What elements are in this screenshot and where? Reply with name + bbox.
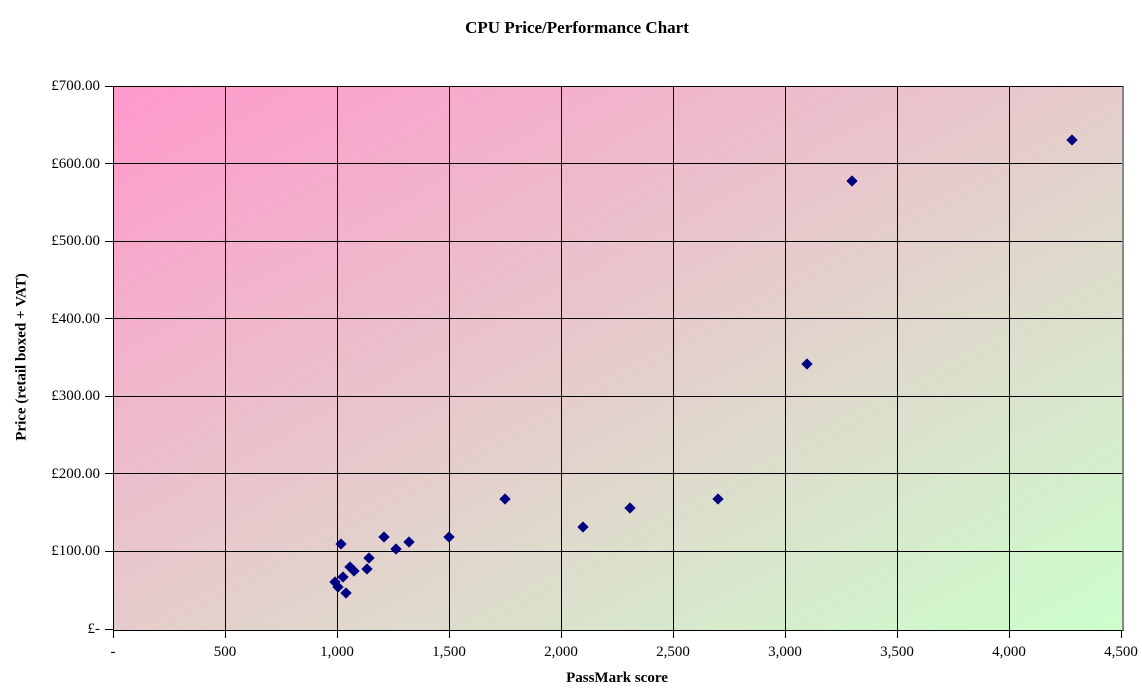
x-axis-tick bbox=[448, 630, 450, 638]
x-axis-tick bbox=[1008, 630, 1010, 638]
vertical-gridline bbox=[784, 86, 786, 630]
vertical-gridline bbox=[224, 86, 226, 630]
horizontal-gridline bbox=[113, 240, 1122, 242]
chart-title: CPU Price/Performance Chart bbox=[465, 18, 689, 37]
vertical-gridline bbox=[448, 86, 450, 630]
x-tick-label: 4,000 bbox=[992, 644, 1026, 660]
x-axis-tick bbox=[672, 630, 674, 638]
x-tick-label: 3,500 bbox=[880, 644, 914, 660]
x-axis-tick bbox=[224, 630, 226, 638]
vertical-gridline bbox=[560, 86, 562, 630]
y-axis-title: Price (retail boxed + VAT) bbox=[13, 273, 30, 441]
x-tick-label: 4,500 bbox=[1104, 644, 1138, 660]
horizontal-gridline bbox=[113, 550, 1122, 552]
x-tick-label: 1,500 bbox=[432, 644, 466, 660]
y-tick-label: £- bbox=[87, 621, 101, 637]
y-tick-label: £200.00 bbox=[51, 465, 100, 482]
x-axis-tick bbox=[896, 630, 898, 638]
x-tick-label: 1,000 bbox=[320, 644, 354, 660]
y-axis-tick bbox=[105, 473, 113, 475]
x-tick-label: - bbox=[110, 644, 116, 660]
y-axis-tick bbox=[105, 163, 113, 165]
y-tick-label: £700.00 bbox=[51, 78, 100, 94]
y-axis-tick bbox=[105, 628, 113, 630]
horizontal-gridline bbox=[113, 473, 1122, 475]
x-axis-tick bbox=[1120, 630, 1122, 638]
y-axis-tick bbox=[105, 395, 113, 397]
horizontal-gridline bbox=[113, 318, 1122, 320]
x-tick-label: 500 bbox=[213, 644, 237, 660]
vertical-gridline bbox=[336, 86, 338, 630]
horizontal-gridline bbox=[113, 395, 1122, 397]
x-axis-tick bbox=[560, 630, 562, 638]
y-axis-tick bbox=[105, 240, 113, 242]
y-tick-label: £600.00 bbox=[51, 155, 100, 172]
x-axis-tick bbox=[784, 630, 786, 638]
x-tick-label: 2,500 bbox=[656, 644, 690, 660]
y-tick-label: £100.00 bbox=[51, 543, 100, 560]
y-tick-label: £400.00 bbox=[51, 310, 100, 327]
vertical-gridline bbox=[1008, 86, 1010, 630]
y-axis-tick bbox=[105, 85, 113, 87]
plot-area bbox=[113, 86, 1124, 631]
y-axis-tick bbox=[105, 318, 113, 320]
x-tick-label: 3,000 bbox=[768, 644, 802, 660]
y-tick-label: £500.00 bbox=[51, 233, 100, 250]
vertical-gridline bbox=[896, 86, 898, 630]
horizontal-gridline bbox=[113, 163, 1122, 165]
y-tick-label: £300.00 bbox=[51, 388, 100, 405]
x-axis-tick bbox=[336, 630, 338, 638]
x-axis-title: PassMark score bbox=[566, 670, 668, 686]
vertical-gridline bbox=[672, 86, 674, 630]
x-tick-label: 2,000 bbox=[544, 644, 578, 660]
y-axis-tick bbox=[105, 550, 113, 552]
x-axis-tick bbox=[112, 630, 114, 638]
